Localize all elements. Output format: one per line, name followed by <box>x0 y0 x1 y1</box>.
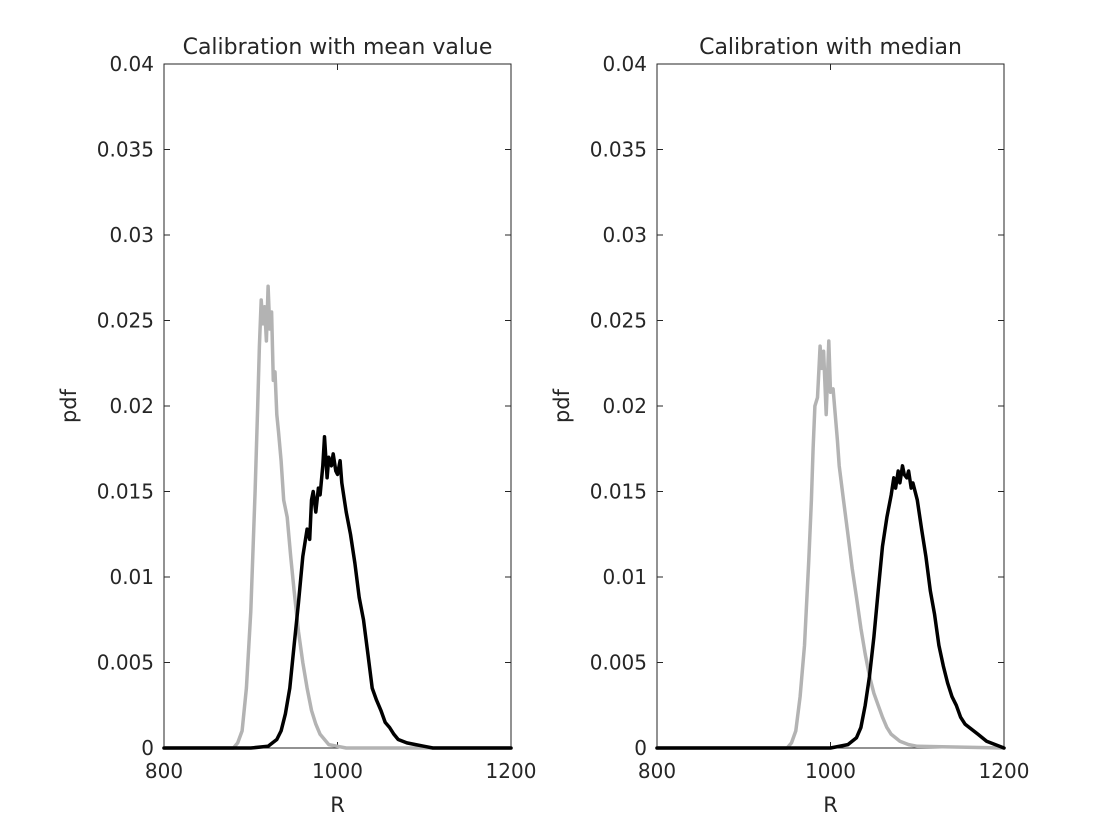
y-tick-label: 0.02 <box>602 394 647 418</box>
chart-title: Calibration with median <box>699 35 962 60</box>
y-tick-label: 0.03 <box>602 223 647 247</box>
series-line-1 <box>655 339 1006 750</box>
y-tick-label: 0.015 <box>590 480 647 504</box>
plot-area <box>656 63 1005 749</box>
x-tick-label: 800 <box>145 759 183 783</box>
y-tick-label: 0.025 <box>590 309 647 333</box>
chart-title: Calibration with mean value <box>183 35 493 60</box>
y-tick-label: 0.04 <box>602 52 647 76</box>
series-line-2 <box>655 464 1006 750</box>
x-tick-label: 1200 <box>486 759 537 783</box>
x-axis-label: R <box>823 793 838 817</box>
y-tick-label: 0.035 <box>590 138 647 162</box>
y-tick-label: 0.01 <box>602 565 647 589</box>
plot-area <box>163 63 512 749</box>
x-axis-label: R <box>330 793 345 817</box>
y-tick-label: 0.015 <box>97 480 154 504</box>
y-tick-label: 0.02 <box>109 394 154 418</box>
y-tick-label: 0.035 <box>97 138 154 162</box>
chart-panel-1: Calibration with mean value 0 0.005 0.01 0.0… <box>57 35 536 817</box>
y-tick-label: 0 <box>634 736 647 760</box>
chart-panel-2: Calibration with median 0 0.005 0.01 0.015 0.… <box>550 35 1029 817</box>
x-tick-label: 1000 <box>312 759 363 783</box>
series-line-1 <box>162 284 513 750</box>
y-tick-label: 0.025 <box>97 309 154 333</box>
y-tick-label: 0.01 <box>109 565 154 589</box>
series-line-2 <box>162 435 513 750</box>
y-tick-label: 0.005 <box>97 651 154 675</box>
y-axis-label: pdf <box>550 388 574 423</box>
y-tick-label: 0.03 <box>109 223 154 247</box>
y-tick-label: 0 <box>141 736 154 760</box>
x-tick-label: 800 <box>638 759 676 783</box>
y-tick-label: 0.04 <box>109 52 154 76</box>
x-tick-label: 1200 <box>979 759 1030 783</box>
x-tick-label: 1000 <box>805 759 856 783</box>
y-tick-label: 0.005 <box>590 651 647 675</box>
y-axis-label: pdf <box>57 388 81 423</box>
